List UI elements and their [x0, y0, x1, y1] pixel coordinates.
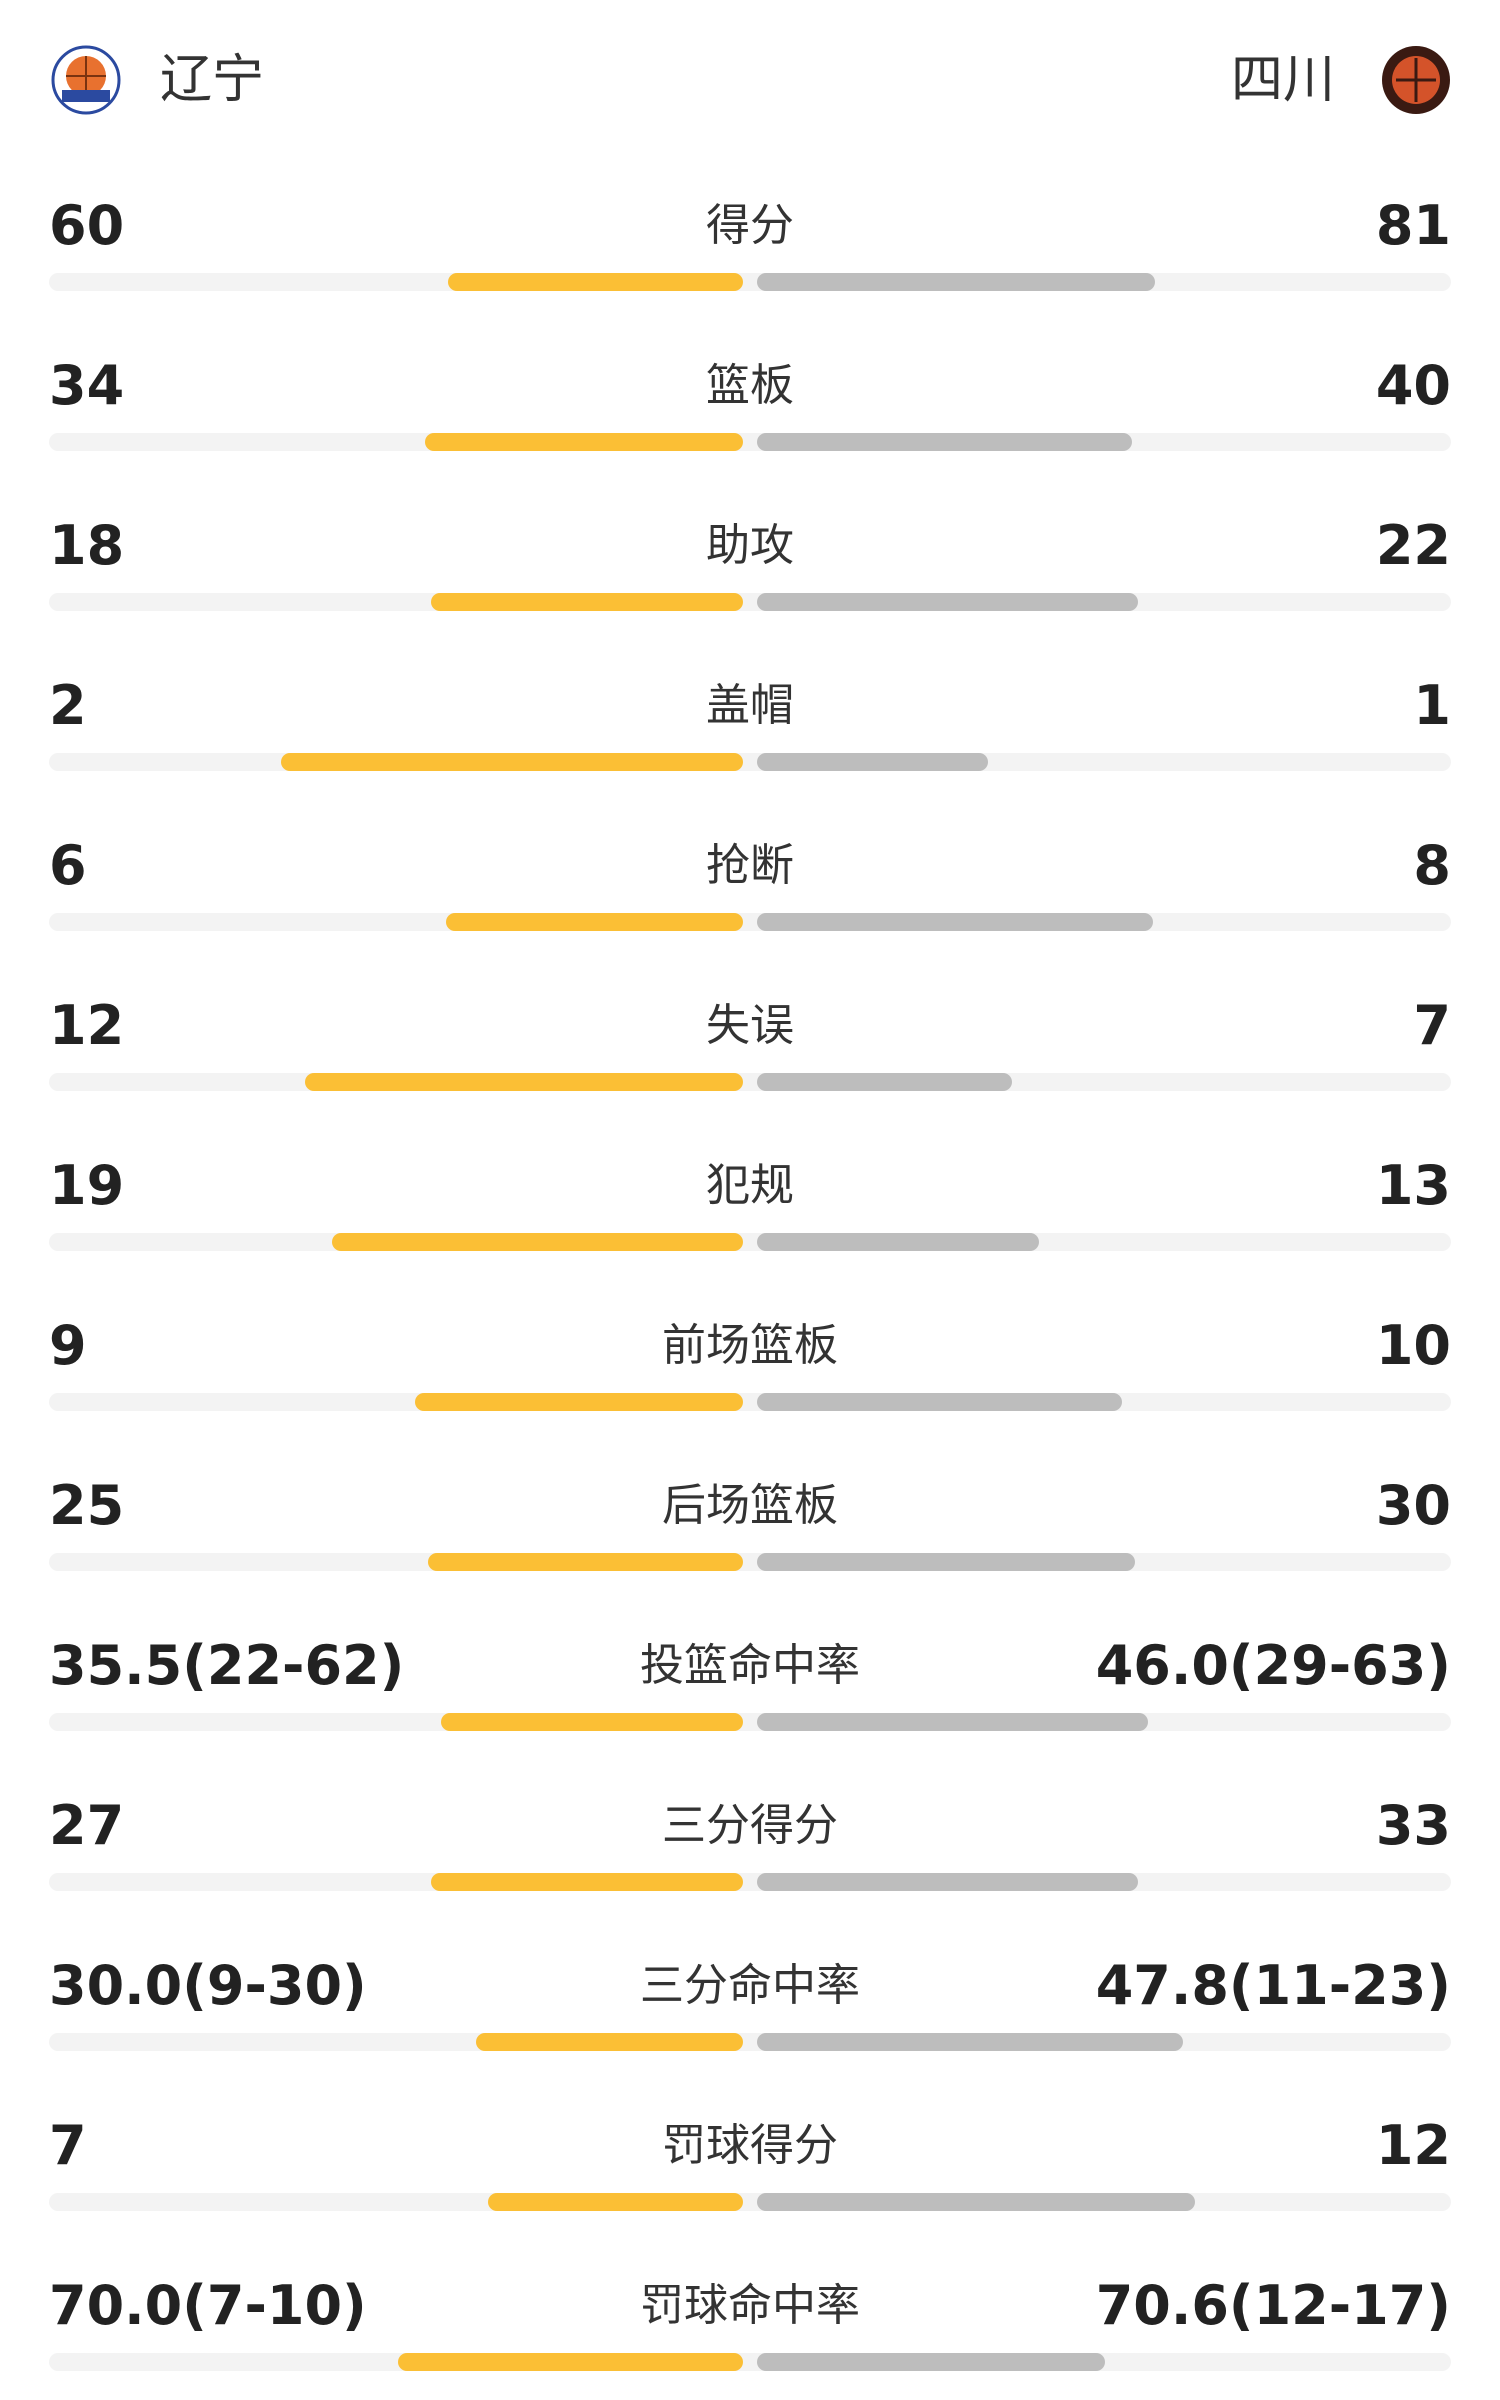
left-value: 6: [49, 834, 87, 897]
left-team-logo: [51, 45, 121, 115]
stat-label: 三分得分: [662, 1800, 838, 1851]
right-value: 70.6(12-17): [1095, 2274, 1451, 2337]
right-bar: [757, 1073, 1013, 1091]
left-value: 30.0(9-30): [49, 1954, 367, 2017]
left-value: 25: [49, 1474, 125, 1537]
left-bar: [475, 2033, 743, 2051]
right-bar: [757, 1713, 1149, 1731]
stat-label: 后场篮板: [662, 1480, 838, 1531]
left-bar: [414, 1393, 743, 1411]
bar-track: [49, 593, 1451, 611]
right-bar: [757, 433, 1132, 451]
stat-label: 得分: [706, 200, 794, 251]
left-bar: [428, 1553, 743, 1571]
left-value: 35.5(22-62): [49, 1634, 405, 1697]
bar-track: [49, 1553, 1451, 1571]
right-value: 30: [1375, 1474, 1451, 1537]
stat-label: 失误: [706, 1000, 794, 1051]
right-value: 13: [1375, 1154, 1451, 1217]
bar-track: [49, 433, 1451, 451]
stat-label: 罚球命中率: [640, 2280, 860, 2331]
right-bar: [757, 1393, 1122, 1411]
bar-track: [49, 1393, 1451, 1411]
stat-label: 盖帽: [706, 680, 794, 731]
left-value: 12: [49, 994, 125, 1057]
right-bar: [757, 2353, 1105, 2371]
left-bar: [331, 1233, 743, 1251]
right-bar: [757, 273, 1156, 291]
right-value: 22: [1375, 514, 1451, 577]
right-value: 47.8(11-23): [1095, 1954, 1451, 2017]
right-bar: [757, 753, 988, 771]
right-value: 40: [1375, 354, 1451, 417]
bar-track: [49, 273, 1451, 291]
left-value: 2: [49, 674, 87, 737]
left-bar: [281, 753, 743, 771]
right-bar: [757, 1553, 1135, 1571]
left-value: 34: [49, 354, 125, 417]
bar-track: [49, 753, 1451, 771]
left-value: 9: [49, 1314, 87, 1377]
left-bar: [448, 273, 743, 291]
right-value: 46.0(29-63): [1095, 1634, 1451, 1697]
right-bar: [757, 1233, 1039, 1251]
stat-label: 投篮命中率: [640, 1640, 860, 1691]
bar-track: [49, 1873, 1451, 1891]
right-bar: [757, 2033, 1183, 2051]
left-bar: [397, 2353, 743, 2371]
right-value: 81: [1375, 194, 1451, 257]
right-value: 12: [1375, 2114, 1451, 2177]
bar-track: [49, 1713, 1451, 1731]
bar-track: [49, 913, 1451, 931]
right-team-name: 四川: [1230, 50, 1335, 110]
stat-label: 三分命中率: [640, 1960, 860, 2011]
bar-track: [49, 1233, 1451, 1251]
right-bar: [757, 913, 1153, 931]
right-value: 33: [1375, 1794, 1451, 1857]
left-bar: [446, 913, 743, 931]
left-value: 60: [49, 194, 125, 257]
bar-track: [49, 1073, 1451, 1091]
right-value: 8: [1413, 834, 1451, 897]
right-bar: [757, 2193, 1195, 2211]
left-bar: [305, 1073, 743, 1091]
left-value: 27: [49, 1794, 125, 1857]
left-bar: [441, 1713, 743, 1731]
right-bar: [757, 593, 1139, 611]
left-bar: [487, 2193, 743, 2211]
left-bar: [431, 1873, 743, 1891]
bar-track: [49, 2033, 1451, 2051]
bar-track: [49, 2193, 1451, 2211]
left-bar: [424, 433, 743, 451]
right-team-logo: [1382, 46, 1450, 114]
stat-label: 助攻: [706, 520, 794, 571]
right-value: 10: [1375, 1314, 1451, 1377]
left-team-name: 辽宁: [160, 50, 265, 110]
right-bar: [757, 1873, 1139, 1891]
right-value: 7: [1413, 994, 1451, 1057]
bar-track: [49, 2353, 1451, 2371]
stat-label: 篮板: [706, 360, 794, 411]
left-value: 70.0(7-10): [49, 2274, 367, 2337]
stat-label: 前场篮板: [662, 1320, 838, 1371]
left-value: 19: [49, 1154, 125, 1217]
stat-label: 罚球得分: [662, 2120, 838, 2171]
left-bar: [431, 593, 743, 611]
stat-label: 抢断: [706, 840, 794, 891]
left-value: 18: [49, 514, 125, 577]
stat-label: 犯规: [706, 1160, 794, 1211]
left-value: 7: [49, 2114, 87, 2177]
right-value: 1: [1413, 674, 1451, 737]
